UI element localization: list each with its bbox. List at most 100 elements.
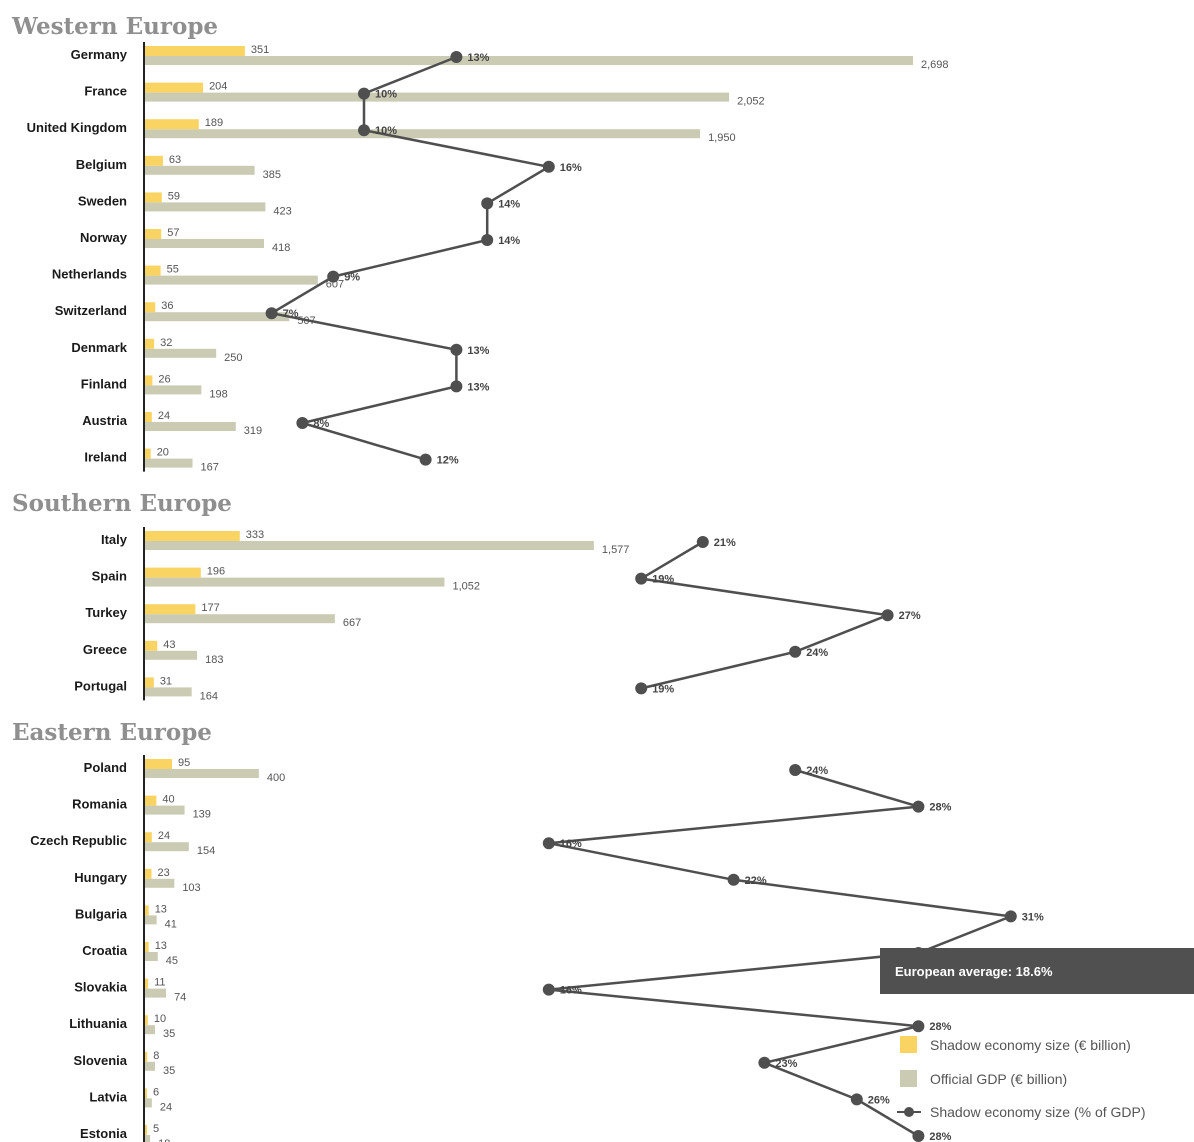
pct-point bbox=[358, 124, 370, 137]
shadow-size-bar bbox=[145, 567, 201, 578]
country-label: Bulgaria bbox=[75, 906, 128, 921]
shadow-size-label: 40 bbox=[162, 794, 174, 806]
gdp-bar bbox=[145, 614, 335, 624]
pct-point bbox=[542, 837, 555, 850]
country-row: Austria 24 319 bbox=[82, 410, 262, 437]
gdp-bar bbox=[145, 275, 318, 285]
gdp-bar bbox=[145, 952, 158, 961]
country-row: Hungary 23 103 bbox=[74, 867, 200, 894]
gdp-label: 139 bbox=[193, 809, 211, 821]
pct-label: 28% bbox=[929, 1131, 951, 1142]
gdp-label: 2,698 bbox=[921, 59, 949, 71]
pct-label: 10% bbox=[375, 89, 397, 101]
pct-series-line bbox=[268, 55, 553, 461]
gdp-label: 400 bbox=[267, 772, 285, 784]
shadow-size-bar bbox=[145, 531, 240, 541]
shadow-size-bar bbox=[145, 46, 245, 56]
country-row: Romania 40 139 bbox=[72, 794, 211, 821]
pct-point bbox=[789, 645, 802, 658]
shadow-size-label: 57 bbox=[167, 227, 179, 239]
shadow-size-bar bbox=[145, 942, 149, 952]
pct-point bbox=[481, 234, 494, 246]
country-label: Estonia bbox=[80, 1126, 128, 1141]
gdp-label: 1,577 bbox=[602, 544, 630, 556]
country-row: Italy 333 1,577 bbox=[101, 529, 629, 556]
legend-swatch-shadow-size bbox=[900, 1036, 917, 1053]
pct-point bbox=[450, 343, 463, 356]
country-row: Sweden 59 423 bbox=[78, 190, 292, 217]
gdp-bar bbox=[145, 878, 175, 888]
shadow-size-bar bbox=[145, 604, 196, 615]
pct-point bbox=[265, 307, 278, 320]
country-label: Croatia bbox=[82, 943, 128, 958]
region-title: Western Europe bbox=[11, 13, 218, 40]
country-row: Belgium 63 385 bbox=[76, 154, 281, 181]
gdp-label: 423 bbox=[273, 205, 291, 217]
pct-label: 21% bbox=[714, 537, 736, 549]
gdp-label: 198 bbox=[209, 388, 227, 400]
shadow-size-label: 351 bbox=[251, 44, 269, 56]
country-label: Poland bbox=[84, 760, 127, 775]
country-row: Denmark 32 250 bbox=[71, 337, 242, 364]
shadow-size-bar bbox=[145, 155, 163, 166]
pct-label: 8% bbox=[313, 418, 329, 430]
pct-point bbox=[635, 682, 648, 695]
country-label: Czech Republic bbox=[30, 833, 127, 848]
gdp-bar bbox=[145, 56, 913, 65]
pct-label: 27% bbox=[899, 610, 921, 622]
pct-label: 9% bbox=[344, 272, 360, 284]
gdp-label: 41 bbox=[165, 918, 177, 930]
shadow-size-label: 5 bbox=[153, 1123, 159, 1135]
gdp-bar bbox=[145, 312, 290, 322]
legend: Shadow economy size (€ billion) Official… bbox=[897, 1036, 1146, 1120]
shadow-size-bar bbox=[145, 1051, 148, 1062]
country-label: Slovenia bbox=[74, 1053, 128, 1068]
gdp-label: 1,052 bbox=[452, 581, 480, 593]
gdp-label: 183 bbox=[205, 654, 223, 666]
pct-point bbox=[696, 536, 709, 548]
gdp-label: 2,052 bbox=[737, 96, 765, 108]
shadow-size-bar bbox=[145, 640, 158, 651]
shadow-size-label: 24 bbox=[158, 410, 170, 422]
country-row: Bulgaria 13 41 bbox=[75, 903, 177, 930]
legend-swatch-gdp bbox=[900, 1070, 917, 1087]
legend-label-pct: Shadow economy size (% of GDP) bbox=[930, 1104, 1146, 1120]
shadow-size-bar bbox=[145, 832, 152, 843]
country-label: Norway bbox=[80, 230, 128, 245]
country-row: Slovakia 11 74 bbox=[74, 977, 186, 1004]
country-label: Portugal bbox=[74, 678, 127, 693]
country-label: Hungary bbox=[74, 870, 128, 885]
shadow-size-bar bbox=[145, 119, 199, 130]
pct-label: 22% bbox=[745, 875, 767, 887]
pct-point bbox=[881, 609, 894, 622]
region-group: Western Europe Germany 351 2,698 France 204 2,… bbox=[11, 13, 949, 474]
shadow-size-label: 31 bbox=[160, 675, 172, 687]
gdp-bar bbox=[145, 842, 189, 852]
country-label: Turkey bbox=[85, 605, 127, 620]
shadow-size-bar bbox=[145, 302, 156, 313]
pct-label: 31% bbox=[1022, 911, 1044, 923]
country-row: Croatia 13 45 bbox=[82, 940, 178, 967]
shadow-size-bar bbox=[145, 265, 161, 276]
shadow-size-label: 333 bbox=[246, 529, 264, 541]
gdp-bar bbox=[145, 202, 266, 212]
shadow-size-label: 6 bbox=[153, 1086, 159, 1098]
shadow-size-label: 13 bbox=[155, 940, 167, 952]
gdp-bar bbox=[145, 129, 701, 139]
country-label: Latvia bbox=[89, 1089, 127, 1104]
pct-label: 28% bbox=[929, 802, 951, 814]
gdp-label: 103 bbox=[182, 882, 200, 894]
country-row: United Kingdom 189 1,950 bbox=[27, 117, 736, 144]
shadow-size-label: 32 bbox=[160, 337, 172, 349]
shadow-size-bar bbox=[145, 1088, 147, 1099]
gdp-label: 35 bbox=[163, 1028, 175, 1040]
gdp-label: 1,950 bbox=[708, 132, 736, 144]
pct-label: 28% bbox=[929, 1021, 951, 1033]
pct-point bbox=[635, 572, 648, 585]
pct-point bbox=[727, 873, 740, 886]
gdp-bar bbox=[145, 458, 193, 468]
country-label: France bbox=[84, 84, 127, 99]
gdp-bar bbox=[145, 239, 264, 248]
